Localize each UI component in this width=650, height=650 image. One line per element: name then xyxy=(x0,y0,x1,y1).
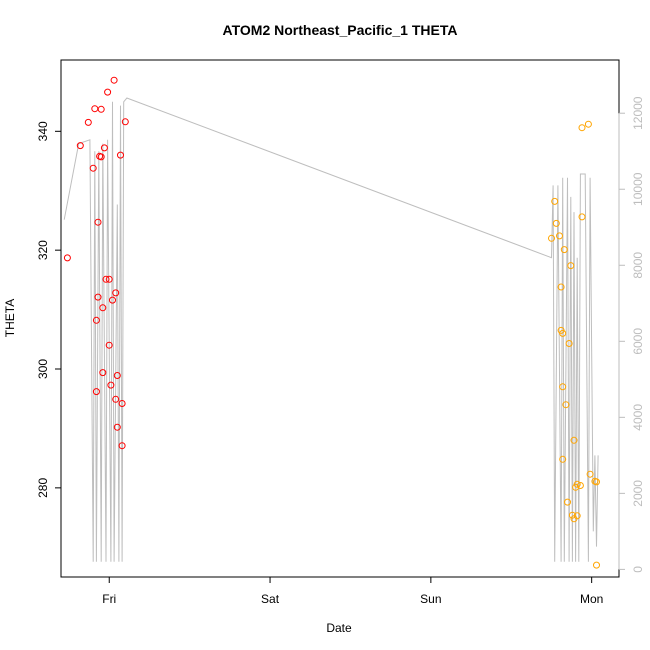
data-point-series-1 xyxy=(118,442,126,450)
y2-tick-label: 4000 xyxy=(631,404,645,431)
data-point-series-1 xyxy=(99,304,107,312)
data-point-series-1 xyxy=(102,275,110,283)
y-tick-label: 340 xyxy=(36,121,50,141)
data-point-series-1 xyxy=(117,151,124,159)
data-point-series-2 xyxy=(578,213,586,221)
y2-tick-label: 12000 xyxy=(631,96,645,130)
data-point-series-2 xyxy=(593,561,600,569)
data-point-series-1 xyxy=(94,218,102,226)
data-point-series-2 xyxy=(564,498,571,506)
x-tick-label: Fri xyxy=(102,592,116,606)
data-point-series-1 xyxy=(94,293,102,301)
y2-tick-label: 2000 xyxy=(631,480,645,507)
data-point-series-1 xyxy=(109,296,116,304)
data-point-series-2 xyxy=(584,120,592,128)
data-point-series-2 xyxy=(568,511,576,519)
data-point-series-1 xyxy=(105,341,113,349)
data-point-series-2 xyxy=(551,197,559,205)
data-point-series-1 xyxy=(113,372,121,379)
chart-title: ATOM2 Northeast_Pacific_1 THETA xyxy=(223,22,458,38)
x-axis: Fri Sat Sun Mon xyxy=(102,576,603,606)
data-point-series-1 xyxy=(76,142,84,150)
data-point-series-2 xyxy=(559,329,567,337)
x-tick-label: Mon xyxy=(580,592,603,606)
data-point-series-1 xyxy=(105,275,113,283)
data-point-series-1 xyxy=(84,118,92,126)
data-point-series-1 xyxy=(112,395,120,403)
data-point-series-2 xyxy=(559,455,567,463)
data-point-series-2 xyxy=(560,246,568,254)
data-point-series-2 xyxy=(552,219,560,227)
data-point-series-2 xyxy=(578,124,586,132)
data-point-series-2 xyxy=(548,234,555,242)
data-point-series-2 xyxy=(565,340,573,347)
data-point-series-1 xyxy=(113,423,121,431)
data-point-series-1 xyxy=(91,105,99,113)
data-point-series-2 xyxy=(556,232,563,240)
y2-tick-label: 10000 xyxy=(631,172,645,206)
y2-tick-label: 8000 xyxy=(631,252,645,279)
y-axis-right: 0 2000 4000 6000 8000 10000 12000 xyxy=(618,96,645,573)
y2-tick-label: 0 xyxy=(631,566,645,573)
data-point-series-2 xyxy=(593,478,600,486)
data-point-series-2 xyxy=(567,262,575,270)
y-tick-label: 320 xyxy=(36,240,50,260)
data-point-series-2 xyxy=(573,480,581,488)
data-point-series-2 xyxy=(570,436,578,444)
x-tick-label: Sat xyxy=(261,592,280,606)
data-points-layer xyxy=(63,76,600,569)
data-point-series-1 xyxy=(97,105,105,113)
x-tick-label: Sun xyxy=(420,592,441,606)
data-point-series-1 xyxy=(107,381,115,389)
depth-profile-layer xyxy=(63,97,599,562)
y2-tick-label: 6000 xyxy=(631,328,645,355)
y-axis-left: 280 300 320 340 xyxy=(36,121,62,498)
data-point-series-1 xyxy=(112,289,120,297)
data-point-series-1 xyxy=(104,88,112,96)
data-point-series-2 xyxy=(559,383,567,391)
x-axis-label: Date xyxy=(326,621,352,635)
data-point-series-1 xyxy=(97,153,105,161)
depth-profile-line xyxy=(63,97,599,562)
data-point-series-2 xyxy=(573,512,581,520)
data-point-series-1 xyxy=(89,164,97,172)
plot-area-frame xyxy=(60,59,620,578)
data-point-series-2 xyxy=(562,401,570,409)
data-point-series-1 xyxy=(110,76,118,84)
data-point-series-2 xyxy=(576,482,584,489)
y-tick-label: 300 xyxy=(36,359,50,379)
data-point-series-2 xyxy=(557,283,565,291)
data-point-series-1 xyxy=(118,400,126,407)
y-axis-label: THETA xyxy=(3,299,17,337)
y-tick-label: 280 xyxy=(36,478,50,498)
data-point-series-1 xyxy=(63,254,71,262)
data-point-series-1 xyxy=(92,388,100,396)
data-point-series-1 xyxy=(99,369,107,377)
data-point-series-2 xyxy=(586,470,594,478)
data-point-series-1 xyxy=(100,144,108,152)
data-point-series-1 xyxy=(121,118,129,126)
data-point-series-1 xyxy=(92,316,100,324)
